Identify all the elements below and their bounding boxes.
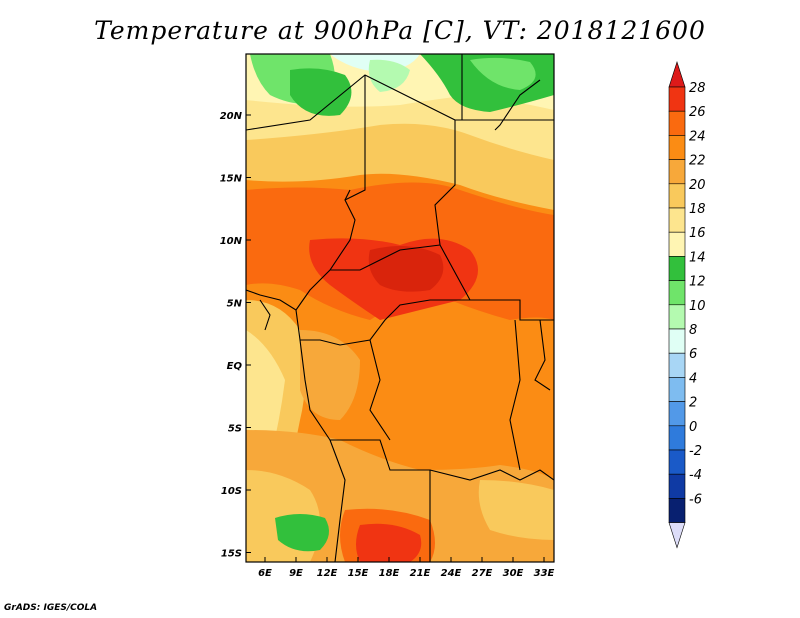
longitude-axis: 6E 9E 12E 15E 18E 21E 24E 27E 30E 33E	[258, 557, 555, 579]
lon-tick-label: 12E	[317, 568, 338, 579]
colorbar-swatch	[668, 135, 686, 160]
credit-label: GrADS: IGES/COLA	[4, 603, 98, 613]
colorbar-swatch	[668, 280, 686, 306]
colorbar-swatch	[668, 352, 686, 378]
colorbar-level-label: 14	[689, 250, 706, 265]
lat-tick-label: 5N	[227, 299, 243, 310]
colorbar-level-label: 10	[689, 299, 706, 314]
colorbar-swatch	[668, 425, 686, 451]
lon-tick-label: 24E	[441, 568, 462, 579]
colorbar-level-label: 20	[689, 178, 706, 193]
colorbar-top-arrow	[668, 61, 686, 88]
colorbar-level-label: -6	[689, 492, 702, 507]
colorbar-swatch	[668, 401, 686, 427]
colorbar-level-label: 28	[689, 81, 706, 96]
colorbar-swatch	[668, 328, 686, 354]
colorbar-swatch	[668, 256, 686, 281]
colorbar-swatch	[668, 449, 686, 475]
chart-title: Temperature at 900hPa [C], VT: 201812160…	[94, 16, 706, 45]
colorbar-swatch	[668, 86, 686, 112]
colorbar-swatch	[668, 231, 686, 257]
colorbar-level-label: -2	[689, 444, 702, 459]
colorbar-level-label: -4	[689, 468, 702, 483]
lon-tick-label: 9E	[289, 568, 303, 579]
colorbar-level-label: 16	[689, 226, 706, 241]
colorbar-level-label: 12	[689, 275, 706, 290]
colorbar-swatch	[668, 304, 686, 330]
lon-tick-label: 15E	[348, 568, 369, 579]
colorbar-level-label: 22	[689, 154, 706, 169]
lon-tick-label: 27E	[472, 568, 493, 579]
colorbar-level-label: 18	[689, 202, 706, 217]
lon-tick-label: 18E	[379, 568, 400, 579]
lon-tick-label: 33E	[534, 568, 555, 579]
lat-tick-label: 10N	[220, 236, 243, 247]
lat-tick-label: 5S	[228, 424, 242, 435]
map-frame	[245, 53, 555, 563]
lat-tick-label: 15S	[221, 549, 242, 560]
lon-tick-label: 30E	[503, 568, 524, 579]
colorbar-swatch	[668, 498, 686, 523]
colorbar-level-label: 2	[689, 396, 697, 411]
lat-tick-label: 15N	[220, 174, 243, 185]
colorbar-swatch	[668, 159, 686, 185]
lat-tick-label: 20N	[220, 111, 243, 122]
lon-tick-label: 21E	[410, 568, 431, 579]
colorbar-swatch	[668, 473, 686, 499]
country-borders	[246, 54, 554, 562]
colorbar-level-label: 6	[689, 347, 697, 362]
colorbar-level-label: 26	[689, 105, 706, 120]
colorbar-level-label: 4	[689, 371, 697, 386]
colorbar-level-label: 8	[689, 323, 697, 338]
colorbar-swatch	[668, 110, 686, 136]
colorbar-bottom-arrow	[668, 522, 686, 549]
lat-tick-label: 10S	[221, 486, 242, 497]
colorbar-level-label: 24	[689, 129, 706, 144]
lat-tick-label: EQ	[227, 361, 243, 372]
latitude-axis: 20N 15N 10N 5N EQ 5S 10S 15S	[220, 111, 251, 560]
colorbar-swatch	[668, 207, 686, 233]
colorbar-swatch	[668, 377, 686, 402]
colorbar-level-label: 0	[689, 420, 697, 435]
colorbar-swatch	[668, 183, 686, 209]
lon-tick-label: 6E	[258, 568, 272, 579]
